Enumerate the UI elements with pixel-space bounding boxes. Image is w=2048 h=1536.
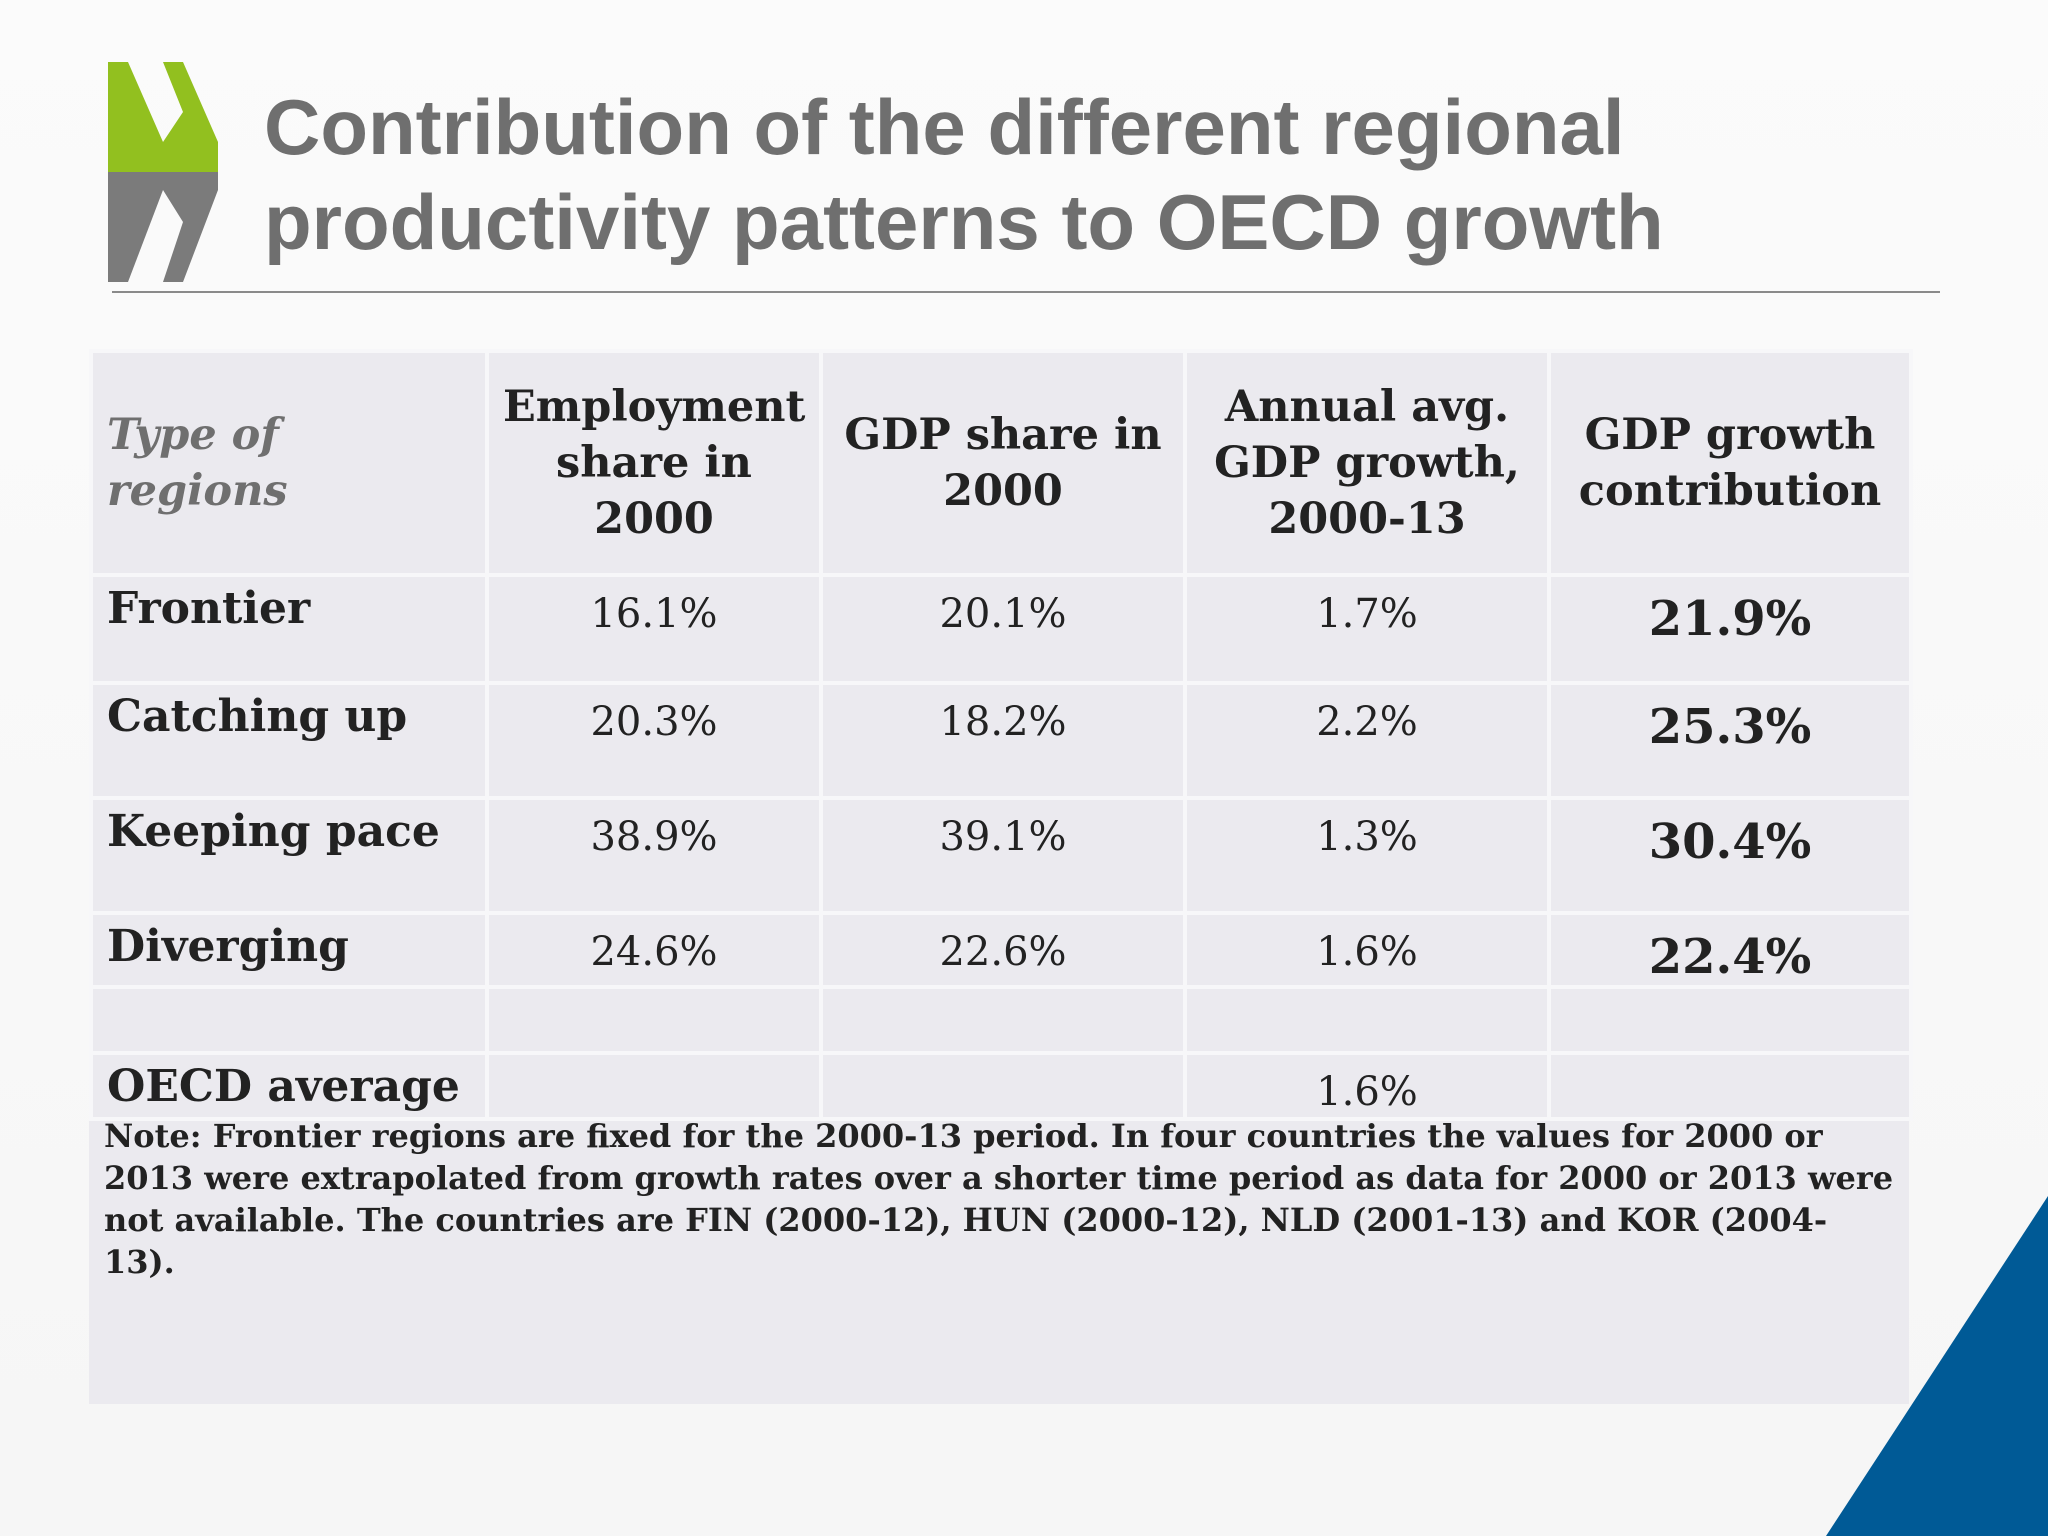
cell-growth: 1.6% — [1183, 1051, 1551, 1121]
table-row-average: OECD average 1.6% — [89, 1051, 1913, 1121]
cell-growth: 1.6% — [1183, 911, 1551, 989]
cell-employment: 20.3% — [485, 681, 823, 800]
table-row-empty — [89, 985, 1913, 1055]
cell-gdp-share: 22.6% — [819, 911, 1187, 989]
empty-cell — [89, 985, 489, 1055]
table-row: Frontier 16.1% 20.1% 1.7% 21.9% — [89, 573, 1913, 685]
row-label-oecd-average: OECD average — [89, 1051, 489, 1121]
header-type-of-regions: Type of regions — [89, 349, 489, 577]
empty-cell — [819, 1051, 1187, 1121]
oecd-chevron-logo-icon — [108, 62, 218, 282]
page-title: Contribution of the different regional p… — [264, 83, 1664, 266]
cell-employment: 38.9% — [485, 796, 823, 915]
cell-growth: 2.2% — [1183, 681, 1551, 800]
cell-employment: 24.6% — [485, 911, 823, 989]
empty-cell — [819, 985, 1187, 1055]
table-row: Diverging 24.6% 22.6% 1.6% 22.4% — [89, 911, 1913, 989]
cell-employment: 16.1% — [485, 573, 823, 685]
empty-cell — [1183, 985, 1551, 1055]
row-label-frontier: Frontier — [89, 573, 489, 685]
table-panel: Type of regions Employment share in 2000… — [89, 349, 1913, 1404]
empty-cell — [485, 985, 823, 1055]
row-label-catching-up: Catching up — [89, 681, 489, 800]
cell-contribution: 22.4% — [1547, 911, 1913, 989]
cell-growth: 1.3% — [1183, 796, 1551, 915]
empty-cell — [1547, 1051, 1913, 1121]
cell-gdp-share: 39.1% — [819, 796, 1187, 915]
table-note: Note: Frontier regions are fixed for the… — [104, 1117, 1894, 1281]
table-header-row: Type of regions Employment share in 2000… — [89, 349, 1913, 577]
row-label-keeping-pace: Keeping pace — [89, 796, 489, 915]
empty-cell — [485, 1051, 823, 1121]
cell-contribution: 30.4% — [1547, 796, 1913, 915]
header-growth-contribution: GDP growth contribution — [1547, 349, 1913, 577]
cell-gdp-share: 18.2% — [819, 681, 1187, 800]
cell-contribution: 25.3% — [1547, 681, 1913, 800]
table-row: Keeping pace 38.9% 39.1% 1.3% 30.4% — [89, 796, 1913, 915]
corner-decoration — [1826, 1196, 2048, 1536]
cell-contribution: 21.9% — [1547, 573, 1913, 685]
header-employment-share: Employment share in 2000 — [485, 349, 823, 577]
title-divider — [112, 291, 1940, 293]
header-gdp-share: GDP share in 2000 — [819, 349, 1187, 577]
productivity-table: Type of regions Employment share in 2000… — [89, 349, 1913, 1121]
row-label-diverging: Diverging — [89, 911, 489, 989]
empty-cell — [1547, 985, 1913, 1055]
cell-growth: 1.7% — [1183, 573, 1551, 685]
header-annual-growth: Annual avg. GDP growth, 2000-13 — [1183, 349, 1551, 577]
cell-gdp-share: 20.1% — [819, 573, 1187, 685]
table-row: Catching up 20.3% 18.2% 2.2% 25.3% — [89, 681, 1913, 800]
